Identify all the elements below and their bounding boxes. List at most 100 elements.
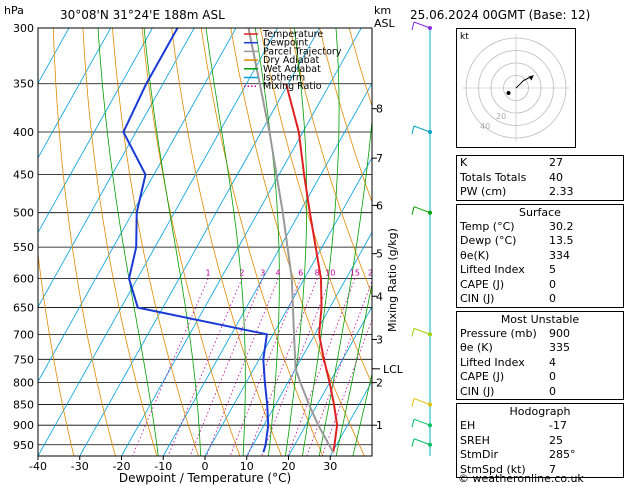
surface-value-0: 30.2	[549, 219, 574, 233]
hodograph-index-value-0: -17	[549, 419, 567, 432]
hodograph-index-row-1: SREH 25	[457, 434, 623, 449]
dry-adiabat-60	[289, 28, 372, 296]
x-tick-label--20: -20	[113, 460, 131, 473]
surface-label-3: Lifted Index	[460, 263, 525, 276]
index-box-top: K 27 Totals Totals 40 PW (cm) 2.33	[456, 155, 624, 201]
hodograph-ring-label-20: 20	[496, 112, 506, 121]
dry-adiabat-0	[112, 28, 199, 456]
surface-value-1: 13.5	[549, 234, 574, 247]
footer-credit[interactable]: © weatheronline.co.uk	[458, 472, 584, 485]
surface-value-2: 334	[549, 248, 570, 262]
surface-value-3: 5	[549, 263, 556, 276]
wind-barb-shaft-900	[413, 418, 431, 426]
index-box-surface: Surface Temp (°C) 30.2 Dewp (°C) 13.5 θe(K) 3…	[456, 203, 624, 308]
isotherm--20	[121, 28, 362, 456]
chart-curves: 1 2 3 4 6 8 10 15 20 25	[122, 28, 372, 453]
index-top-value-0: 27	[549, 156, 563, 169]
km-tick-label-1: 1	[376, 419, 383, 432]
isotherm-20	[288, 306, 372, 456]
asl-unit-label: ASL	[374, 17, 396, 30]
pressure-tick-950: 950	[13, 439, 34, 452]
x-tick-label--30: -30	[71, 460, 89, 473]
pressure-tick-450: 450	[13, 169, 34, 182]
surface-label-4: CAPE (J)	[460, 277, 505, 291]
mixing-ratio-line-3	[189, 278, 264, 456]
isotherm--80	[38, 28, 112, 159]
surface-row-0: Temp (°C) 30.2	[457, 220, 623, 235]
dry-adiabat-70	[319, 28, 372, 204]
mixing-ratio-line-8	[247, 278, 318, 456]
wind-barbs	[411, 21, 432, 456]
most-unstable-value-1: 335	[549, 341, 570, 354]
plot-frame	[37, 27, 373, 457]
mixing-ratio-label-4: 4	[276, 269, 281, 278]
x-tick-label--40: -40	[29, 460, 47, 473]
isotherm-30	[329, 380, 372, 456]
most-unstable-title: Most Unstable	[500, 312, 580, 326]
dry-adiabat-50	[260, 28, 372, 385]
surface-title: Surface	[519, 205, 561, 219]
hodograph-trace	[515, 75, 534, 89]
wind-barb-shaft-400	[413, 125, 431, 133]
wind-barb-400	[411, 125, 432, 135]
hodograph-index-value-1: 25	[549, 433, 563, 447]
pressure-tick-850: 850	[13, 399, 34, 412]
surface-label-0: Temp (°C)	[460, 219, 515, 233]
surface-row-1: Dewp (°C) 13.5	[457, 234, 623, 249]
lcl-label: LCL	[383, 363, 404, 376]
index-top-row-0: K 27	[457, 156, 623, 171]
km-tick-label-5: 5	[376, 248, 383, 261]
km-tick-label-4: 4	[376, 290, 383, 303]
wet-adiabat--10	[97, 28, 159, 456]
x-tick-label-10: 10	[240, 460, 254, 473]
most-unstable-label-3: CAPE (J)	[460, 370, 505, 383]
index-top-label-0: K	[460, 156, 468, 169]
datetime-title: 25.06.2024 00GMT (Base: 12)	[410, 8, 590, 22]
hodograph-index-row-3: StmSpd (kt) 7	[457, 463, 623, 478]
wind-barb-flag-850	[411, 398, 415, 407]
legend-label-4: Wet Adiabat	[263, 64, 321, 75]
most-unstable-value-3: 0	[549, 370, 556, 383]
mixing-ratio-label-6: 6	[298, 269, 303, 278]
hodograph-index-row-2: StmDir 285°	[457, 448, 623, 463]
chart-axes: 3003504004505005506006507007508008509009…	[13, 22, 337, 473]
isotherm--70	[38, 28, 153, 234]
index-top-row-2: PW (cm) 2.33	[457, 185, 623, 200]
isotherm--50	[38, 28, 237, 383]
hodograph-index-label-1: SREH	[460, 433, 490, 447]
mixing-ratio-label-15: 15	[350, 269, 360, 278]
surface-label-5: CIN (J)	[460, 292, 495, 305]
wind-barb-850	[411, 398, 432, 407]
surface-row-4: CAPE (J) 0	[457, 278, 623, 293]
isotherm--10	[162, 82, 372, 456]
most-unstable-row-3: CAPE (J) 0	[457, 370, 623, 385]
km-tick-label-3: 3	[376, 333, 383, 346]
surface-row-2: θe(K) 334	[457, 249, 623, 264]
surface-value-4: 0	[549, 277, 556, 291]
dry-adiabat-30	[200, 28, 324, 456]
height-axis: 1 2 3 4 5 6 7 8 LCL	[372, 103, 404, 432]
mixing-ratio-line-6	[229, 278, 302, 456]
hodograph-index-value-2: 285°	[549, 448, 576, 461]
km-tick-label-2: 2	[376, 377, 383, 390]
x-tick-label-20: 20	[282, 460, 296, 473]
wet-adiabat-0	[143, 28, 202, 456]
x-tick-label--10: -10	[154, 460, 172, 473]
dry-adiabat-10	[141, 28, 241, 456]
dry-adiabat-20	[171, 28, 282, 456]
hodograph-arrow	[528, 75, 534, 81]
most-unstable-label-0: Pressure (mb)	[460, 326, 537, 340]
wet-adiabat-20	[284, 28, 308, 456]
pressure-tick-800: 800	[13, 377, 34, 390]
wind-barb-flag-950	[411, 438, 415, 447]
dry-adiabat--20	[52, 28, 116, 456]
mixing-ratio-label-2: 2	[239, 269, 244, 278]
most-unstable-value-4: 0	[549, 384, 556, 398]
series-temperature	[285, 83, 339, 453]
wind-barb-shaft-500	[413, 206, 431, 214]
wind-barb-shaft-700	[413, 327, 431, 335]
pressure-tick-900: 900	[13, 419, 34, 432]
wind-barb-300	[411, 21, 432, 31]
wind-barb-flag-300	[411, 21, 415, 31]
